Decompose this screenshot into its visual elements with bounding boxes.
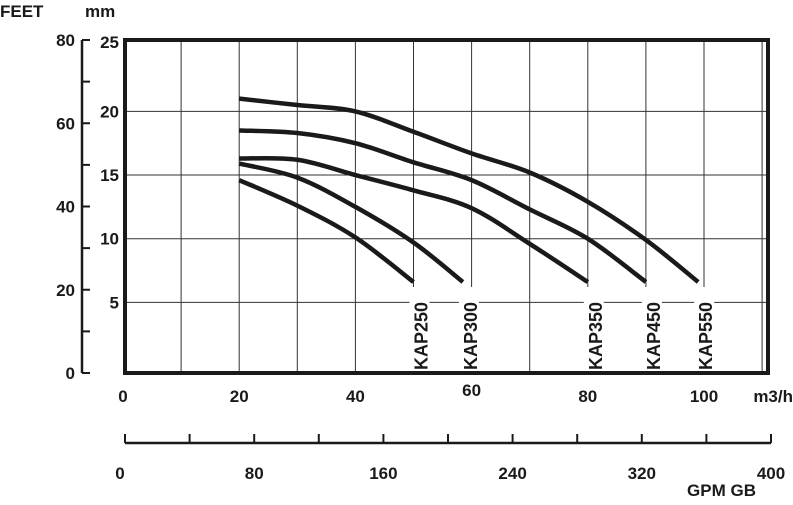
curve-label-background <box>694 287 715 371</box>
m-tick-label: 10 <box>100 230 119 249</box>
pump-curve-kap350 <box>239 155 590 284</box>
gpm-tick-label: 80 <box>245 464 264 483</box>
feet-tick-label: 60 <box>56 114 75 133</box>
m-axis-label: mm <box>85 2 115 21</box>
x-tick-label: 100 <box>690 387 718 406</box>
feet-axis-label: FEET <box>0 2 44 21</box>
x-tick-label: 0 <box>118 387 127 406</box>
plot-frame <box>123 38 770 375</box>
curve-label-background <box>458 287 479 371</box>
curve-label: KAP300 <box>461 302 481 370</box>
gpm-tick-label: 0 <box>115 464 124 483</box>
x-tick-label: 20 <box>230 387 249 406</box>
curve-label-background <box>641 287 662 371</box>
pump-curve-kap250 <box>238 178 415 284</box>
curve-label-background <box>583 287 604 371</box>
pump-curve-kap450 <box>239 128 648 284</box>
x-axis-label: m3/h <box>753 387 793 406</box>
curve-label: KAP450 <box>644 302 664 370</box>
curve-label: KAP250 <box>412 302 432 370</box>
x-tick-label: 40 <box>346 387 365 406</box>
gpm-tick-label: 400 <box>757 464 785 483</box>
feet-tick-label: 20 <box>56 281 75 300</box>
pump-curve-kap550 <box>238 96 700 284</box>
m-tick-label: 20 <box>100 102 119 121</box>
curve-label-background <box>409 287 430 371</box>
pump-curve-kap300 <box>238 161 465 284</box>
gpm-tick-label: 240 <box>498 464 526 483</box>
gpm-axis-label: GPM GB <box>687 481 756 500</box>
feet-tick-label: 40 <box>56 198 75 217</box>
curve-label: KAP550 <box>696 302 716 370</box>
curve-label: KAP350 <box>586 302 606 370</box>
feet-tick-label: 0 <box>66 364 75 383</box>
m-tick-label: 15 <box>100 166 119 185</box>
feet-tick-label: 80 <box>56 31 75 50</box>
x-tick-label: 60 <box>462 381 481 400</box>
gpm-tick-label: 160 <box>369 464 397 483</box>
x-tick-label: 80 <box>578 387 597 406</box>
gpm-tick-label: 320 <box>628 464 656 483</box>
m-tick-label: 25 <box>100 33 119 52</box>
m-tick-label: 5 <box>110 293 119 312</box>
